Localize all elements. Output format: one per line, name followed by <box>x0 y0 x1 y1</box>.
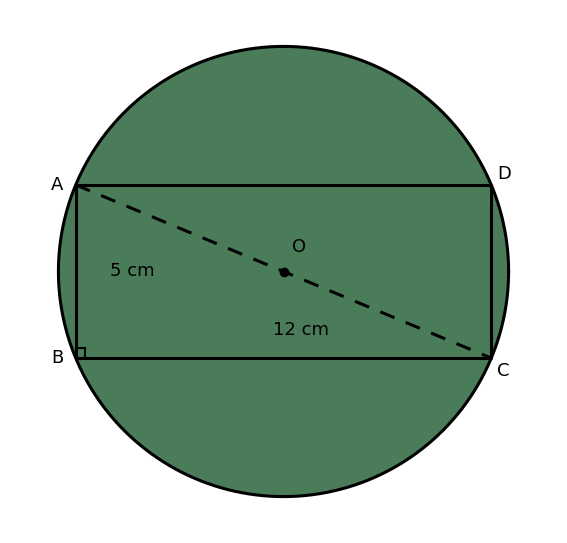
Polygon shape <box>58 46 509 497</box>
Polygon shape <box>76 185 491 358</box>
Text: C: C <box>497 362 510 380</box>
Text: O: O <box>292 238 306 256</box>
Text: A: A <box>51 176 64 194</box>
Text: 12 cm: 12 cm <box>273 321 329 339</box>
Text: D: D <box>497 165 511 182</box>
Text: B: B <box>52 349 64 367</box>
Text: 5 cm: 5 cm <box>111 262 155 281</box>
